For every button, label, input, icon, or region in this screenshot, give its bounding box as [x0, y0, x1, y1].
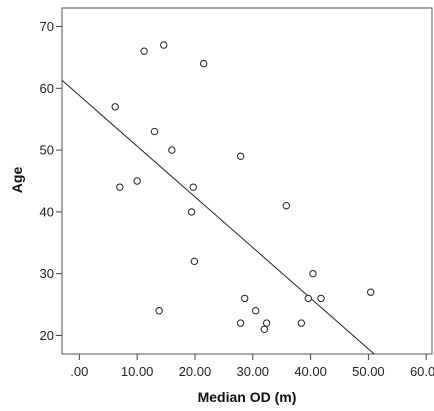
data-points: [111, 41, 375, 333]
x-tick-label: 40.00: [294, 364, 327, 379]
data-point: [251, 307, 260, 315]
y-tick-label: 20: [40, 328, 54, 343]
y-tick-label: 30: [40, 266, 54, 281]
data-point: [150, 127, 159, 136]
fit-line-group: [61, 79, 375, 355]
x-tick-label: 60.00: [410, 364, 434, 379]
data-point: [282, 202, 291, 210]
data-point: [155, 307, 163, 315]
y-axis-title: Age: [9, 167, 25, 194]
data-point: [236, 152, 245, 160]
data-point: [116, 183, 124, 191]
data-point: [111, 103, 119, 111]
y-tick-label: 50: [40, 143, 54, 158]
x-tick-label: .00: [70, 364, 88, 379]
data-point: [297, 319, 306, 327]
plot-frame: [61, 7, 433, 355]
x-tick-label: 30.00: [237, 364, 270, 379]
data-point: [236, 319, 245, 327]
data-point: [260, 325, 269, 333]
data-point: [317, 294, 325, 303]
data-point: [304, 294, 312, 303]
data-point: [160, 41, 168, 49]
x-tick-label: 10.00: [121, 364, 154, 379]
data-point: [189, 183, 197, 191]
x-axis-title: Median OD (m): [198, 389, 297, 405]
data-point: [262, 319, 271, 327]
data-point: [187, 208, 196, 216]
y-axis: 20 30 40 50 60 70: [40, 19, 62, 343]
y-tick-label: 70: [40, 19, 54, 34]
data-point: [190, 257, 199, 266]
y-tick-label: 40: [40, 204, 54, 219]
y-tick-label: 60: [40, 81, 54, 96]
data-point: [168, 146, 176, 154]
data-point: [140, 47, 148, 55]
x-tick-label: 20.00: [179, 364, 212, 379]
data-point: [133, 177, 141, 185]
data-point: [199, 59, 208, 68]
data-point: [240, 294, 249, 303]
data-point: [309, 269, 317, 278]
data-point: [367, 288, 375, 296]
x-tick-label: 50.00: [352, 364, 385, 379]
x-axis: .00 10.00 20.00 30.00 40.00 50.00 60.00: [70, 354, 434, 379]
fit-line: [61, 79, 375, 355]
